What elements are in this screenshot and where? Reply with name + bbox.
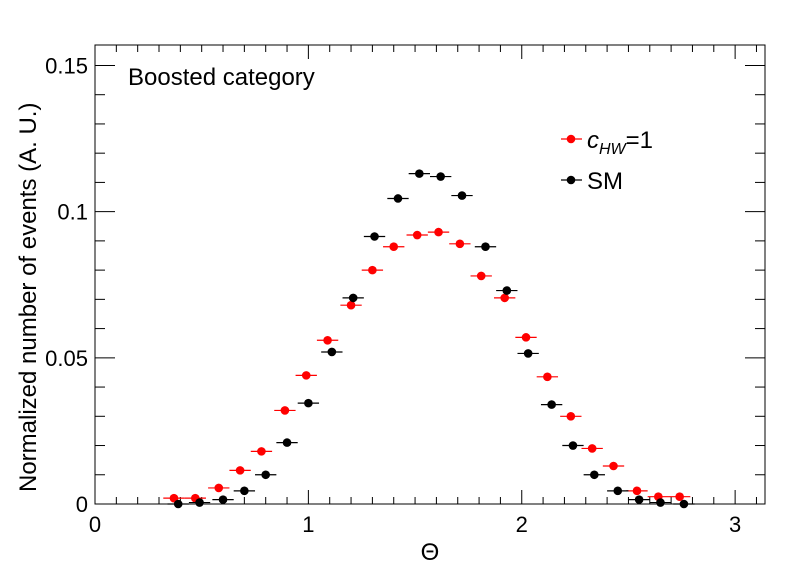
legend-label: cHW=1 (587, 127, 653, 158)
data-point (632, 486, 642, 496)
data-point (609, 461, 618, 471)
data-point (346, 300, 356, 310)
data-point (257, 447, 266, 456)
data-point (568, 441, 578, 450)
y-tick-label: 0.15 (45, 53, 88, 78)
data-point (481, 242, 490, 252)
data-point (675, 492, 684, 501)
series-chw (163, 227, 691, 503)
data-point (240, 486, 249, 496)
annotation-text: Boosted category (128, 64, 315, 91)
data-point (173, 499, 183, 509)
data-point (589, 470, 599, 480)
data-point (415, 169, 424, 178)
legend-marker (566, 175, 576, 185)
data-point (218, 495, 228, 504)
data-point (304, 398, 313, 408)
y-axis-ticks (95, 64, 765, 505)
data-point (327, 347, 337, 357)
data-point (476, 271, 486, 281)
data-point (547, 400, 556, 409)
data-point (282, 438, 292, 447)
x-tick-label: 2 (516, 512, 528, 537)
data-point (679, 499, 689, 509)
data-point (656, 498, 665, 507)
plot-frame (94, 44, 766, 505)
legend: cHW=1 SM (561, 127, 653, 195)
y-axis-title: Normalized number of events (A. U.) (15, 103, 42, 492)
data-point (587, 444, 597, 453)
data-point (368, 265, 377, 275)
data-point (195, 498, 204, 507)
data-point (214, 483, 224, 493)
data-point (235, 466, 245, 475)
data-point (523, 349, 533, 358)
data-point (261, 470, 271, 480)
data-point (521, 333, 531, 342)
x-tick-label: 3 (729, 512, 741, 537)
data-point (389, 242, 399, 252)
data-point (348, 293, 358, 303)
data-point (566, 411, 576, 421)
data-point (370, 232, 379, 241)
data-point (412, 230, 422, 240)
series-layer (163, 169, 695, 509)
data-point (613, 486, 623, 496)
data-point (634, 495, 644, 504)
legend-entry: SM (561, 168, 623, 195)
data-point (434, 227, 443, 237)
y-tick-label: 0 (76, 492, 88, 517)
data-point (502, 286, 512, 295)
data-point (455, 239, 465, 249)
x-tick-label: 1 (302, 512, 314, 537)
data-point (393, 194, 403, 203)
x-axis-ticks (94, 45, 757, 504)
data-point (323, 335, 332, 345)
legend-marker (566, 134, 576, 144)
legend-entry: cHW=1 (561, 127, 653, 158)
data-point (280, 406, 290, 415)
y-tick-label: 0.05 (45, 346, 88, 371)
x-tick-label: 0 (89, 512, 101, 537)
y-tick-label: 0.1 (57, 200, 88, 225)
y-axis-tick-labels: 0 0.05 0.1 0.15 (45, 53, 88, 517)
x-axis-tick-labels: 0 1 2 3 (89, 512, 741, 537)
series-sm (167, 169, 695, 509)
x-axis-title: Θ (421, 539, 440, 566)
data-point (543, 372, 552, 382)
data-point (436, 172, 445, 181)
legend-label: SM (587, 168, 623, 195)
data-point (500, 293, 509, 303)
data-point (457, 191, 467, 200)
data-point (301, 371, 311, 380)
